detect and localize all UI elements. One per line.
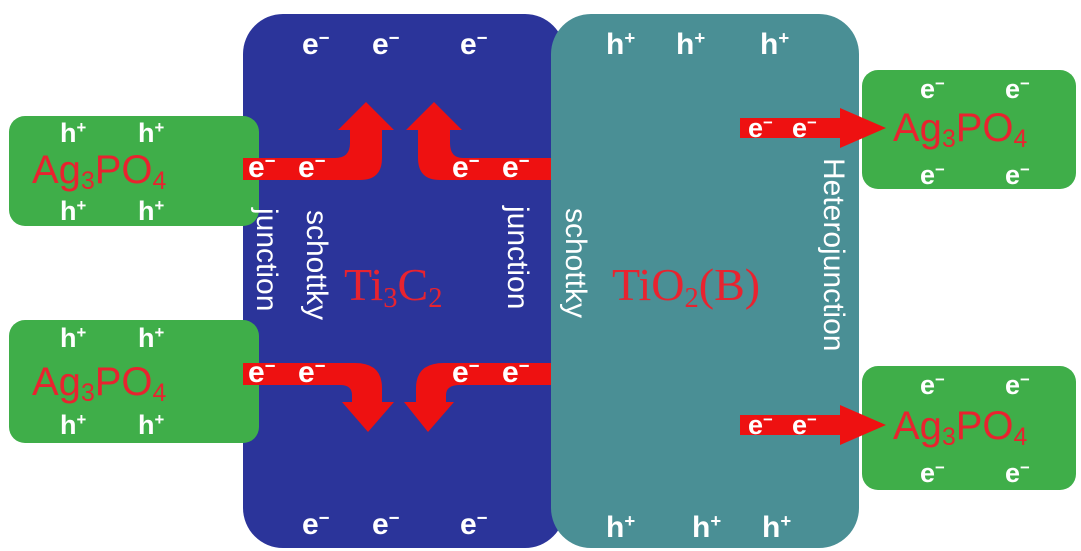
ag3po4-label: Ag3PO4 bbox=[893, 106, 1028, 154]
electron-label: e− bbox=[452, 354, 480, 389]
electron-transfer-arrow bbox=[243, 363, 394, 432]
ag3po4-box-right-bottom bbox=[862, 366, 1076, 490]
ag3po4-box-left-bottom bbox=[9, 320, 259, 443]
electron-label: e− bbox=[248, 149, 276, 184]
hole-label: h+ bbox=[760, 26, 790, 61]
electron-label: e− bbox=[1005, 73, 1030, 104]
electron-label: e− bbox=[1005, 159, 1030, 190]
electron-label: e− bbox=[1005, 457, 1030, 488]
electron-label: e− bbox=[920, 457, 945, 488]
tio2-block bbox=[551, 14, 859, 548]
hole-label: h+ bbox=[60, 322, 87, 353]
ag3po4-label: Ag3PO4 bbox=[893, 404, 1028, 452]
electron-label: e− bbox=[502, 149, 530, 184]
electron-label: e− bbox=[920, 369, 945, 400]
tio2-label: TiO2(B) bbox=[612, 259, 761, 315]
hole-label: h+ bbox=[60, 117, 87, 148]
electron-transfer-arrow bbox=[243, 102, 394, 180]
heterojunction-label: Heterojunction bbox=[817, 158, 850, 352]
electron-transfer-arrow bbox=[740, 108, 886, 148]
electron-label: e− bbox=[302, 26, 330, 61]
electron-label: e− bbox=[452, 149, 480, 184]
electron-label: e− bbox=[460, 506, 488, 541]
electron-transfer-arrow bbox=[404, 363, 551, 432]
hole-label: h+ bbox=[676, 26, 706, 61]
ti3c2-block bbox=[243, 14, 565, 548]
hole-label: h+ bbox=[138, 117, 165, 148]
hole-label: h+ bbox=[138, 409, 165, 440]
electron-label: e− bbox=[502, 354, 530, 389]
hole-label: h+ bbox=[138, 195, 165, 226]
electron-label: e− bbox=[298, 354, 326, 389]
hole-label: h+ bbox=[762, 509, 792, 544]
electron-transfer-arrow bbox=[406, 102, 551, 180]
hole-label: h+ bbox=[138, 322, 165, 353]
electron-label: e− bbox=[460, 26, 488, 61]
hole-label: h+ bbox=[60, 195, 87, 226]
electron-label: e− bbox=[792, 112, 817, 143]
electron-label: e− bbox=[372, 506, 400, 541]
electron-label: e− bbox=[302, 506, 330, 541]
electron-label: e− bbox=[748, 112, 773, 143]
schottky-label: schottky bbox=[300, 210, 333, 321]
hole-label: h+ bbox=[606, 509, 636, 544]
electron-label: e− bbox=[248, 354, 276, 389]
hole-label: h+ bbox=[606, 26, 636, 61]
junction-label: junction bbox=[250, 208, 283, 312]
electron-label: e− bbox=[920, 73, 945, 104]
schottky-label: schottky bbox=[559, 208, 592, 319]
electron-label: e− bbox=[1005, 369, 1030, 400]
ti3c2-label: Ti3C2 bbox=[344, 259, 443, 315]
ag3po4-label: Ag3PO4 bbox=[32, 360, 167, 408]
ag3po4-label: Ag3PO4 bbox=[32, 148, 167, 196]
electron-label: e− bbox=[792, 409, 817, 440]
electron-label: e− bbox=[298, 149, 326, 184]
electron-label: e− bbox=[748, 409, 773, 440]
junction-label: junction bbox=[501, 206, 534, 310]
ag3po4-box-right-top bbox=[862, 70, 1076, 189]
ag3po4-box-left-top bbox=[9, 116, 259, 226]
electron-transfer-arrow bbox=[740, 405, 886, 445]
electron-label: e− bbox=[920, 159, 945, 190]
hole-label: h+ bbox=[60, 409, 87, 440]
electron-label: e− bbox=[372, 26, 400, 61]
hole-label: h+ bbox=[692, 509, 722, 544]
